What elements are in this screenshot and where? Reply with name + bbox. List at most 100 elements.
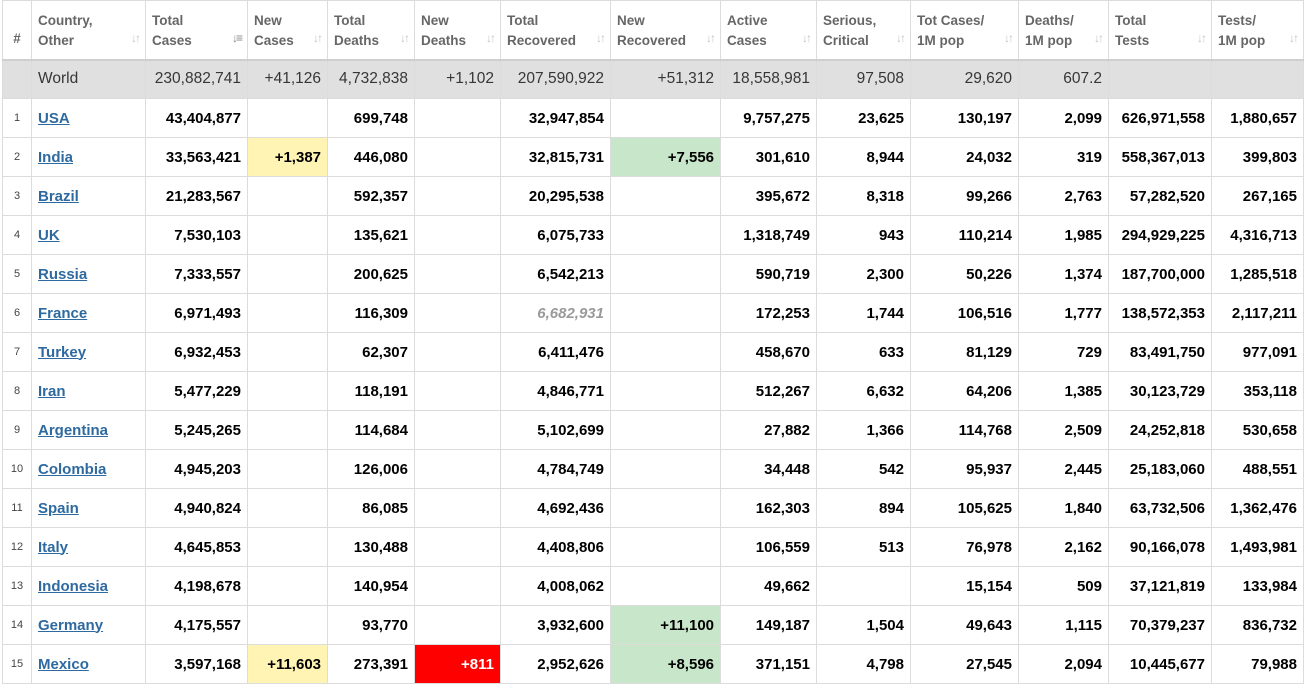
sort-arrows-icon[interactable]: ↓↑ [802,30,812,45]
column-header-new-deaths[interactable]: New Deaths ↓↑ [414,0,501,61]
rank-cell: 9 [2,410,32,450]
total-deaths-cell: 140,954 [327,566,415,606]
total-recovered-cell: 4,846,771 [500,371,611,411]
new-cases-cell [247,449,328,489]
sort-arrows-icon[interactable]: ↓↑ [1289,30,1299,45]
column-header-total-cases[interactable]: Total Cases ↓≡ [145,0,248,61]
serious-critical-cell: 2,300 [816,254,911,294]
serious-critical-cell: 8,318 [816,176,911,216]
country-cell: Iran [31,371,146,411]
sort-descending-icon[interactable]: ↓≡ [231,30,243,45]
cases-per-million-cell: 106,516 [910,293,1019,333]
rank-cell: 5 [2,254,32,294]
column-header-total-deaths[interactable]: Total Deaths ↓↑ [327,0,415,61]
serious-critical-cell: 943 [816,215,911,255]
total-cases-cell: 33,563,421 [145,137,248,177]
table-row: 6 France 6,971,493 116,309 6,682,931 172,253 1… [2,293,1304,333]
deaths-per-million-cell: 1,985 [1018,215,1109,255]
deaths-per-million-cell: 2,509 [1018,410,1109,450]
country-link[interactable]: Turkey [38,343,87,361]
tests-per-million-cell: 4,316,713 [1211,215,1304,255]
table-row: 2 India 33,563,421 +1,387 446,080 32,815,731 +… [2,137,1304,177]
active-cases-cell: 49,662 [720,566,817,606]
column-header-total-tests[interactable]: Total Tests ↓↑ [1108,0,1212,61]
rank-cell: 12 [2,527,32,567]
country-link[interactable]: Iran [38,382,66,400]
new-deaths-cell [414,176,501,216]
total-cases-cell: 4,175,557 [145,605,248,645]
tests-per-million-cell: 1,285,518 [1211,254,1304,294]
sort-arrows-icon[interactable]: ↓↑ [1004,30,1014,45]
country-link[interactable]: Russia [38,265,88,283]
country-link[interactable]: USA [38,109,70,127]
column-header-rank[interactable]: # [2,0,32,61]
total-tests-cell: 63,732,506 [1108,488,1212,528]
country-link[interactable]: Colombia [38,460,107,478]
new-recovered-cell [610,566,721,606]
country-link[interactable]: Mexico [38,655,89,673]
new-deaths-cell [414,98,501,138]
country-link[interactable]: Spain [38,499,79,517]
total-deaths-cell: 62,307 [327,332,415,372]
new-deaths-cell [414,371,501,411]
total-deaths-cell: 130,488 [327,527,415,567]
cases-per-million-cell: 105,625 [910,488,1019,528]
column-header-cases-per-million[interactable]: Tot Cases/1M pop ↓↑ [910,0,1019,61]
new-recovered-cell [610,527,721,567]
total-cases-cell: 4,940,824 [145,488,248,528]
deaths-per-million-cell: 319 [1018,137,1109,177]
active-cases-cell: 512,267 [720,371,817,411]
sort-arrows-icon[interactable]: ↓↑ [1197,30,1207,45]
total-cases-cell: 7,333,557 [145,254,248,294]
new-cases-cell: +41,126 [247,59,328,99]
total-recovered-cell: 207,590,922 [500,59,611,99]
tests-per-million-cell: 133,984 [1211,566,1304,606]
country-link[interactable]: Germany [38,616,104,634]
sort-arrows-icon[interactable]: ↓↑ [706,30,716,45]
rank-cell: 10 [2,449,32,489]
column-header-total-recovered[interactable]: Total Recovered ↓↑ [500,0,611,61]
serious-critical-cell: 1,366 [816,410,911,450]
column-header-new-recovered[interactable]: New Recovered ↓↑ [610,0,721,61]
cases-per-million-cell: 24,032 [910,137,1019,177]
deaths-per-million-cell: 2,445 [1018,449,1109,489]
country-link[interactable]: Indonesia [38,577,109,595]
sort-arrows-icon[interactable]: ↓↑ [896,30,906,45]
column-header-country[interactable]: Country, Other ↓↑ [31,0,146,61]
country-link[interactable]: Italy [38,538,69,556]
sort-arrows-icon[interactable]: ↓↑ [596,30,606,45]
total-cases-cell: 3,597,168 [145,644,248,684]
column-header-deaths-per-million[interactable]: Deaths/1M pop ↓↑ [1018,0,1109,61]
rank-cell: 11 [2,488,32,528]
active-cases-cell: 590,719 [720,254,817,294]
sort-arrows-icon[interactable]: ↓↑ [486,30,496,45]
cases-per-million-cell: 130,197 [910,98,1019,138]
country-link[interactable]: Argentina [38,421,109,439]
new-cases-cell [247,371,328,411]
tests-per-million-cell: 353,118 [1211,371,1304,411]
column-header-new-cases[interactable]: New Cases ↓↑ [247,0,328,61]
country-cell: USA [31,98,146,138]
country-link[interactable]: UK [38,226,60,244]
column-header-active-cases[interactable]: Active Cases ↓↑ [720,0,817,61]
sort-arrows-icon[interactable]: ↓↑ [313,30,323,45]
sort-arrows-icon[interactable]: ↓↑ [1094,30,1104,45]
total-tests-cell: 626,971,558 [1108,98,1212,138]
country-link[interactable]: Brazil [38,187,79,205]
sort-arrows-icon[interactable]: ↓↑ [131,30,141,45]
rank-cell: 7 [2,332,32,372]
column-header-serious-critical[interactable]: Serious, Critical ↓↑ [816,0,911,61]
total-tests-cell [1108,59,1212,99]
total-recovered-cell: 4,008,062 [500,566,611,606]
total-recovered-cell: 4,784,749 [500,449,611,489]
sort-arrows-icon[interactable]: ↓↑ [400,30,410,45]
country-cell: World [31,59,146,99]
new-cases-cell: +11,603 [247,644,328,684]
total-recovered-cell: 4,692,436 [500,488,611,528]
rank-cell: 1 [2,98,32,138]
column-header-tests-per-million[interactable]: Tests/1M pop ↓↑ [1211,0,1304,61]
new-recovered-cell [610,332,721,372]
new-deaths-cell [414,527,501,567]
country-link[interactable]: India [38,148,74,166]
country-link[interactable]: France [38,304,88,322]
